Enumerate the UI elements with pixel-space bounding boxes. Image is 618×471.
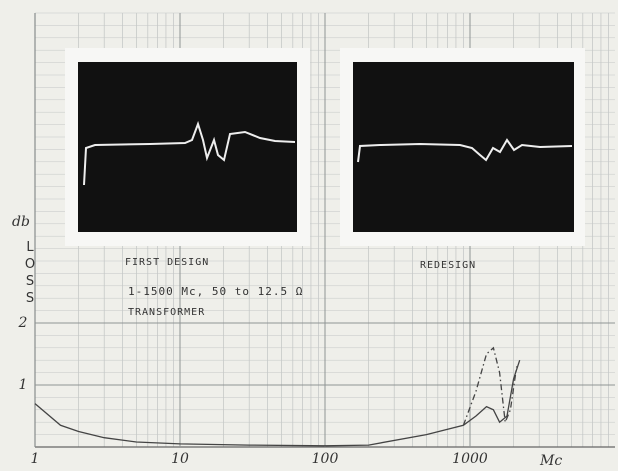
annotation: FIRST DESIGN (125, 257, 209, 268)
annotation: 1-1500 Mc, 50 to 12.5 Ω (128, 285, 303, 298)
x-tick-label: 1 (31, 451, 40, 467)
scope-screen (78, 62, 297, 232)
y-axis-label: db (12, 214, 30, 230)
x-tick-label: 10 (171, 451, 189, 467)
x-tick-label: 1000 (452, 451, 488, 467)
x-tick-label: 100 (312, 451, 339, 467)
photo-first-design (65, 48, 310, 246)
y-tick-label: 2 (18, 315, 28, 331)
chart: FIRST DESIGN REDESIGN 1-1500 Mc, 50 to 1… (0, 0, 618, 471)
y-axis-label: LOSS (23, 240, 38, 308)
annotation: REDESIGN (420, 260, 476, 271)
y-tick-label: 1 (19, 377, 28, 393)
x-axis-label: Mc (539, 453, 562, 469)
photo-redesign (340, 48, 585, 246)
annotation: TRANSFORMER (128, 307, 205, 318)
